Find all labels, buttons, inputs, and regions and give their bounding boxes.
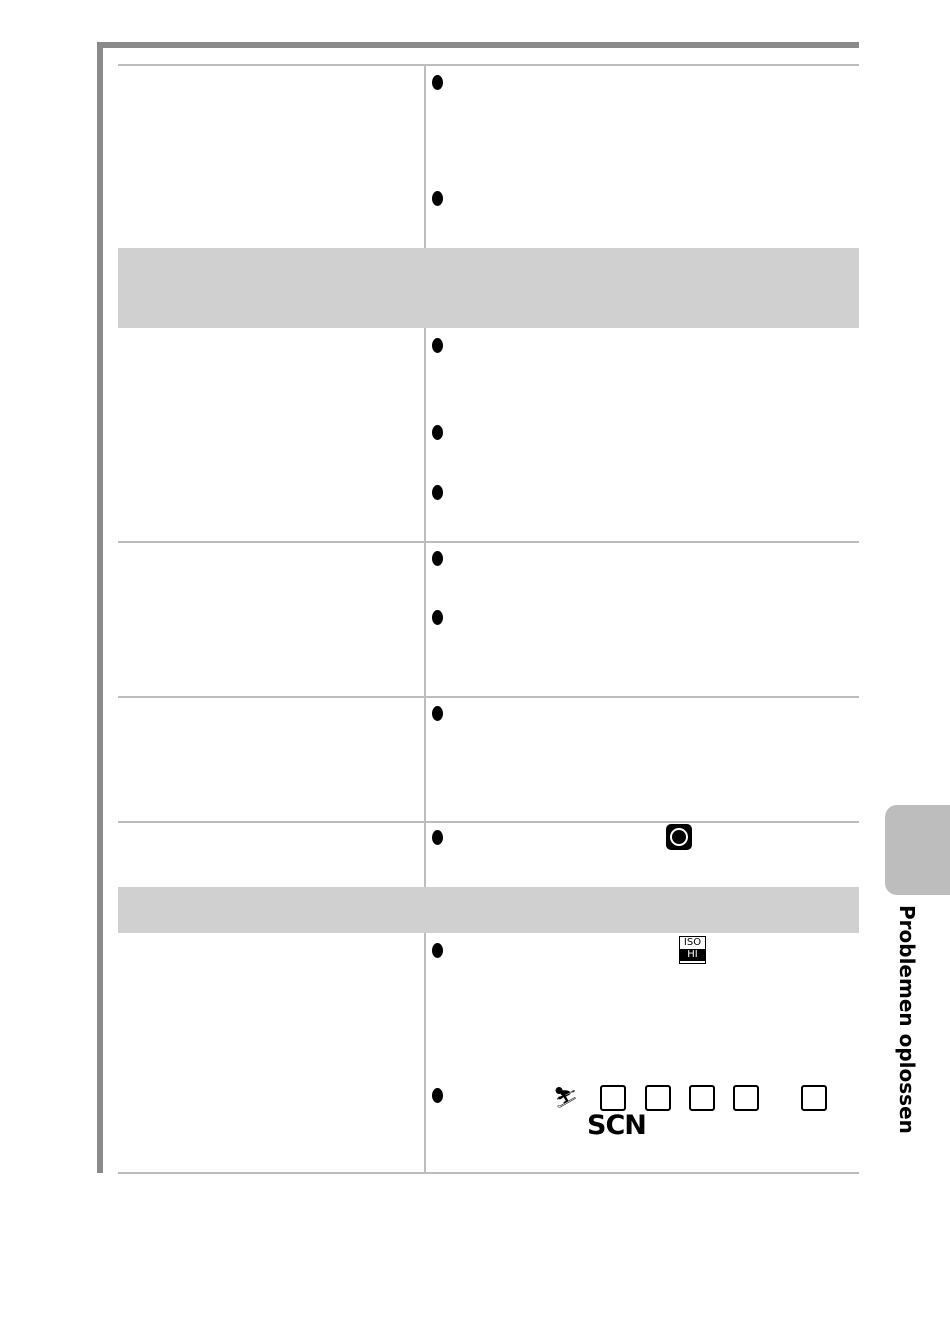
bullet — [432, 1088, 443, 1103]
mode-icon: ⛷ — [553, 1085, 579, 1109]
scn-label: SCN — [587, 1110, 647, 1141]
bullet — [432, 706, 443, 721]
bullet — [432, 551, 443, 566]
row-line — [118, 821, 859, 823]
mode-icon — [733, 1085, 759, 1111]
flash-off-icon — [666, 824, 692, 850]
mode-icon — [689, 1085, 715, 1111]
bullet — [432, 425, 443, 440]
bullet — [432, 75, 443, 90]
icon-label: ISO — [683, 937, 702, 948]
left-bar — [97, 42, 103, 1173]
row-line — [118, 541, 859, 543]
section-band — [118, 887, 859, 933]
iso-hi-icon: ISO HI — [679, 936, 706, 964]
icon-label: HI — [680, 949, 705, 961]
bullet — [432, 830, 443, 845]
row-line — [118, 64, 859, 66]
column-divider — [424, 328, 426, 887]
mode-icon — [801, 1085, 827, 1111]
row-line — [118, 1172, 859, 1174]
bullet — [432, 338, 443, 353]
bullet — [432, 191, 443, 206]
top-bar — [97, 42, 859, 48]
bullet — [432, 485, 443, 500]
bullet — [432, 943, 443, 958]
side-tab — [885, 805, 950, 895]
mode-icon — [600, 1085, 626, 1111]
mode-icon — [645, 1085, 671, 1111]
section-band — [118, 248, 859, 328]
side-tab-label: Problemen oplossen — [895, 905, 919, 1134]
row-line — [118, 696, 859, 698]
column-divider — [424, 64, 426, 248]
column-divider — [424, 933, 426, 1173]
bullet — [432, 610, 443, 625]
